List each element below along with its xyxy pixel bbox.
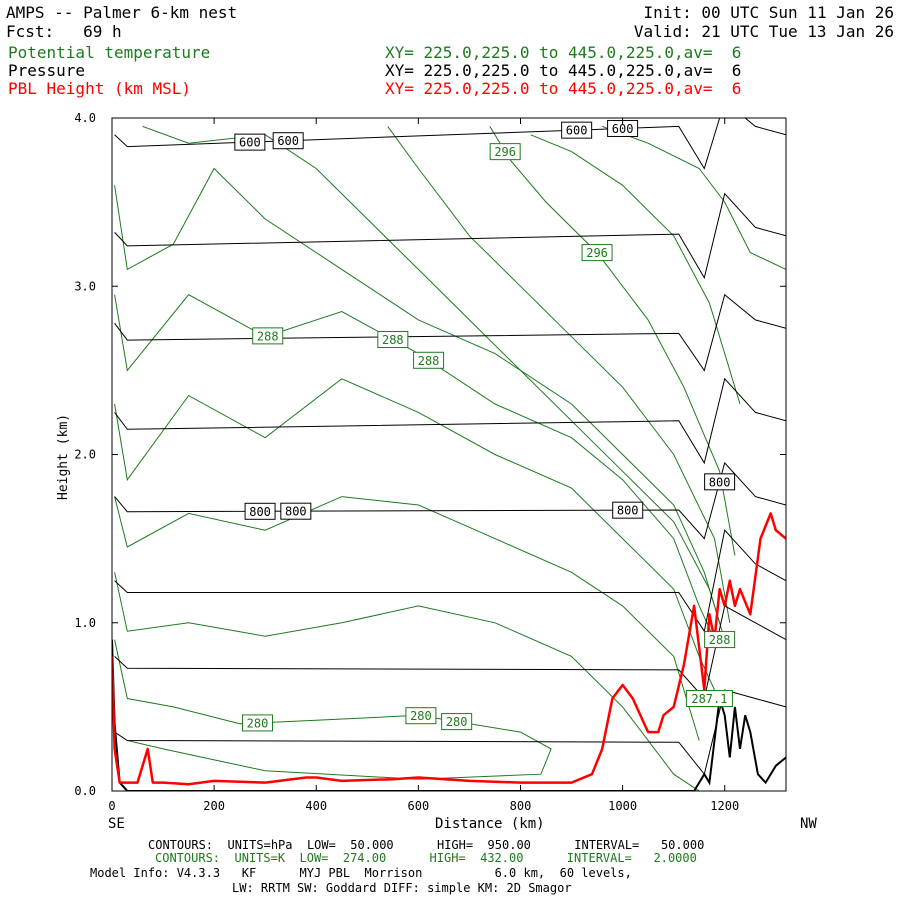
x-tick-label-600: 600 xyxy=(408,799,430,813)
pressure-label-800-1-box xyxy=(280,502,312,520)
theta-contour-286-k xyxy=(114,378,715,691)
pbl-height-line xyxy=(112,512,786,786)
theta-label-280-1-box xyxy=(405,707,437,725)
theta-label-280-2-box xyxy=(441,713,473,731)
forecast-hour: Fcst: 69 h xyxy=(6,22,122,41)
pressure-label-800-0: 800 xyxy=(249,505,271,519)
theta-contour-298-k xyxy=(530,134,741,405)
x-tick-label-200: 200 xyxy=(203,799,225,813)
y-tick-label-4: 4.0 xyxy=(74,111,96,125)
theta-label-288-2-box xyxy=(413,351,445,369)
pressure-contour-950-hpa xyxy=(114,689,786,776)
theta-contour-282-k xyxy=(114,572,700,791)
theta-label-288-3-box xyxy=(704,631,736,649)
theta-label-296-0-box xyxy=(489,143,521,161)
pressure-label-600-0: 600 xyxy=(239,136,261,150)
theta-contour-280-k xyxy=(114,639,552,780)
pressure-label-800-2: 800 xyxy=(617,504,639,518)
x-tick-label-400: 400 xyxy=(305,799,327,813)
footer-model-info: Model Info: V4.3.3 KF MYJ PBL Morrison 6… xyxy=(90,866,632,880)
model-title: AMPS -- Palmer 6-km nest xyxy=(6,3,238,22)
theta-label-280-2: 280 xyxy=(446,715,468,729)
pressure-contour-600-hpa xyxy=(114,118,786,170)
footer-physics: LW: RRTM SW: Goddard DIFF: simple KM: 2D… xyxy=(232,881,572,895)
axes: 0 200 400 600 800 1000 1200 0.0 1.0 2.0 3.0 4.0 xyxy=(74,111,786,813)
valid-time: Valid: 21 UTC Tue 13 Jan 26 xyxy=(633,22,894,41)
pressure-label-600-3: 600 xyxy=(612,122,634,136)
footer-theta-contours: CONTOURS: UNITS=K LOW= 274.00 HIGH= 432.… xyxy=(155,851,697,865)
x-tick-label-800: 800 xyxy=(510,799,532,813)
theta-contour-294-k xyxy=(387,126,731,623)
theta-label-288-0-box xyxy=(252,327,284,345)
theta-label-296-1-box xyxy=(581,244,613,262)
theta-contour-290-k xyxy=(114,167,721,623)
pressure-contour-650-hpa xyxy=(114,192,786,280)
y-tick-label-1: 1.0 xyxy=(74,616,96,630)
theta-label-288-1-box xyxy=(377,331,409,349)
annotation-0: 287.1 xyxy=(691,692,727,706)
theta-contour-296-k xyxy=(489,126,736,556)
theta-contour-288-k xyxy=(114,294,715,640)
pressure-label-800-2-box xyxy=(612,501,644,519)
y-tick-label-2: 2.0 xyxy=(74,448,96,462)
theta-label-280-0: 280 xyxy=(247,716,269,730)
pressure-label-600-0-box xyxy=(234,133,266,151)
x-tick-label-1000: 1000 xyxy=(608,799,637,813)
field-xy-pbl: XY= 225.0,225.0 to 445.0,225.0,av= 6 xyxy=(385,79,742,98)
field-xy-theta: XY= 225.0,225.0 to 445.0,225.0,av= 6 xyxy=(385,43,742,62)
pressure-label-800-0-box xyxy=(244,502,276,520)
footer-pressure-contours: CONTOURS: UNITS=hPa LOW= 50.000 HIGH= 95… xyxy=(148,838,705,852)
contour-labels: 280 280 280 288 288 288 288 296 296 800 800 800 800 6… xyxy=(234,119,736,732)
theta-label-288-0: 288 xyxy=(257,329,279,343)
pressure-contour-850-hpa xyxy=(114,529,786,633)
se-label: SE xyxy=(108,816,125,832)
pressure-label-600-1-box xyxy=(272,132,304,150)
theta-label-280-1: 280 xyxy=(410,709,432,723)
pressure-contour-750-hpa xyxy=(114,377,786,465)
field-name-pbl: PBL Height (km MSL) xyxy=(8,79,192,98)
y-tick-label-3: 3.0 xyxy=(74,279,96,293)
annotation-0-box xyxy=(685,689,733,707)
theta-label-296-1: 296 xyxy=(586,246,608,260)
theta-label-288-1: 288 xyxy=(382,333,404,347)
field-xy-pressure: XY= 225.0,225.0 to 445.0,225.0,av= 6 xyxy=(385,61,742,80)
theta-label-288-2: 288 xyxy=(418,354,440,368)
pbl-height-series xyxy=(112,512,786,786)
field-name-theta: Potential temperature xyxy=(8,43,211,62)
pressure-label-600-2-box xyxy=(561,121,593,139)
pressure-label-800-3-box xyxy=(704,473,736,491)
field-name-pressure: Pressure xyxy=(8,61,86,80)
theta-contour-292-k xyxy=(142,125,726,640)
theta-contour-300-k xyxy=(602,125,786,270)
pressure-label-600-2: 600 xyxy=(566,124,588,138)
init-time: Init: 00 UTC Sun 11 Jan 26 xyxy=(643,3,894,22)
theta-label-288-3: 288 xyxy=(709,633,731,647)
y-axis-title: Height (km) xyxy=(56,414,71,500)
x-tick-label-0: 0 xyxy=(108,799,115,813)
theta-label-280-0-box xyxy=(242,714,274,732)
pressure-label-600-1: 600 xyxy=(277,134,299,148)
plot-frame xyxy=(111,117,787,792)
nw-label: NW xyxy=(800,816,817,832)
pressure-label-800-1: 800 xyxy=(285,505,307,519)
y-tick-label-0: 0.0 xyxy=(74,784,96,798)
theta-contours xyxy=(114,125,786,791)
pressure-label-800-3: 800 xyxy=(709,475,731,489)
theta-label-296-0: 296 xyxy=(494,145,516,159)
pressure-contour-700-hpa xyxy=(114,293,786,372)
theta-contour-284-k xyxy=(114,496,700,741)
pressure-contour-800-hpa xyxy=(114,461,786,540)
pressure-contours xyxy=(114,118,786,776)
x-tick-label-1200: 1200 xyxy=(710,799,739,813)
x-axis-title: Distance (km) xyxy=(435,816,545,832)
